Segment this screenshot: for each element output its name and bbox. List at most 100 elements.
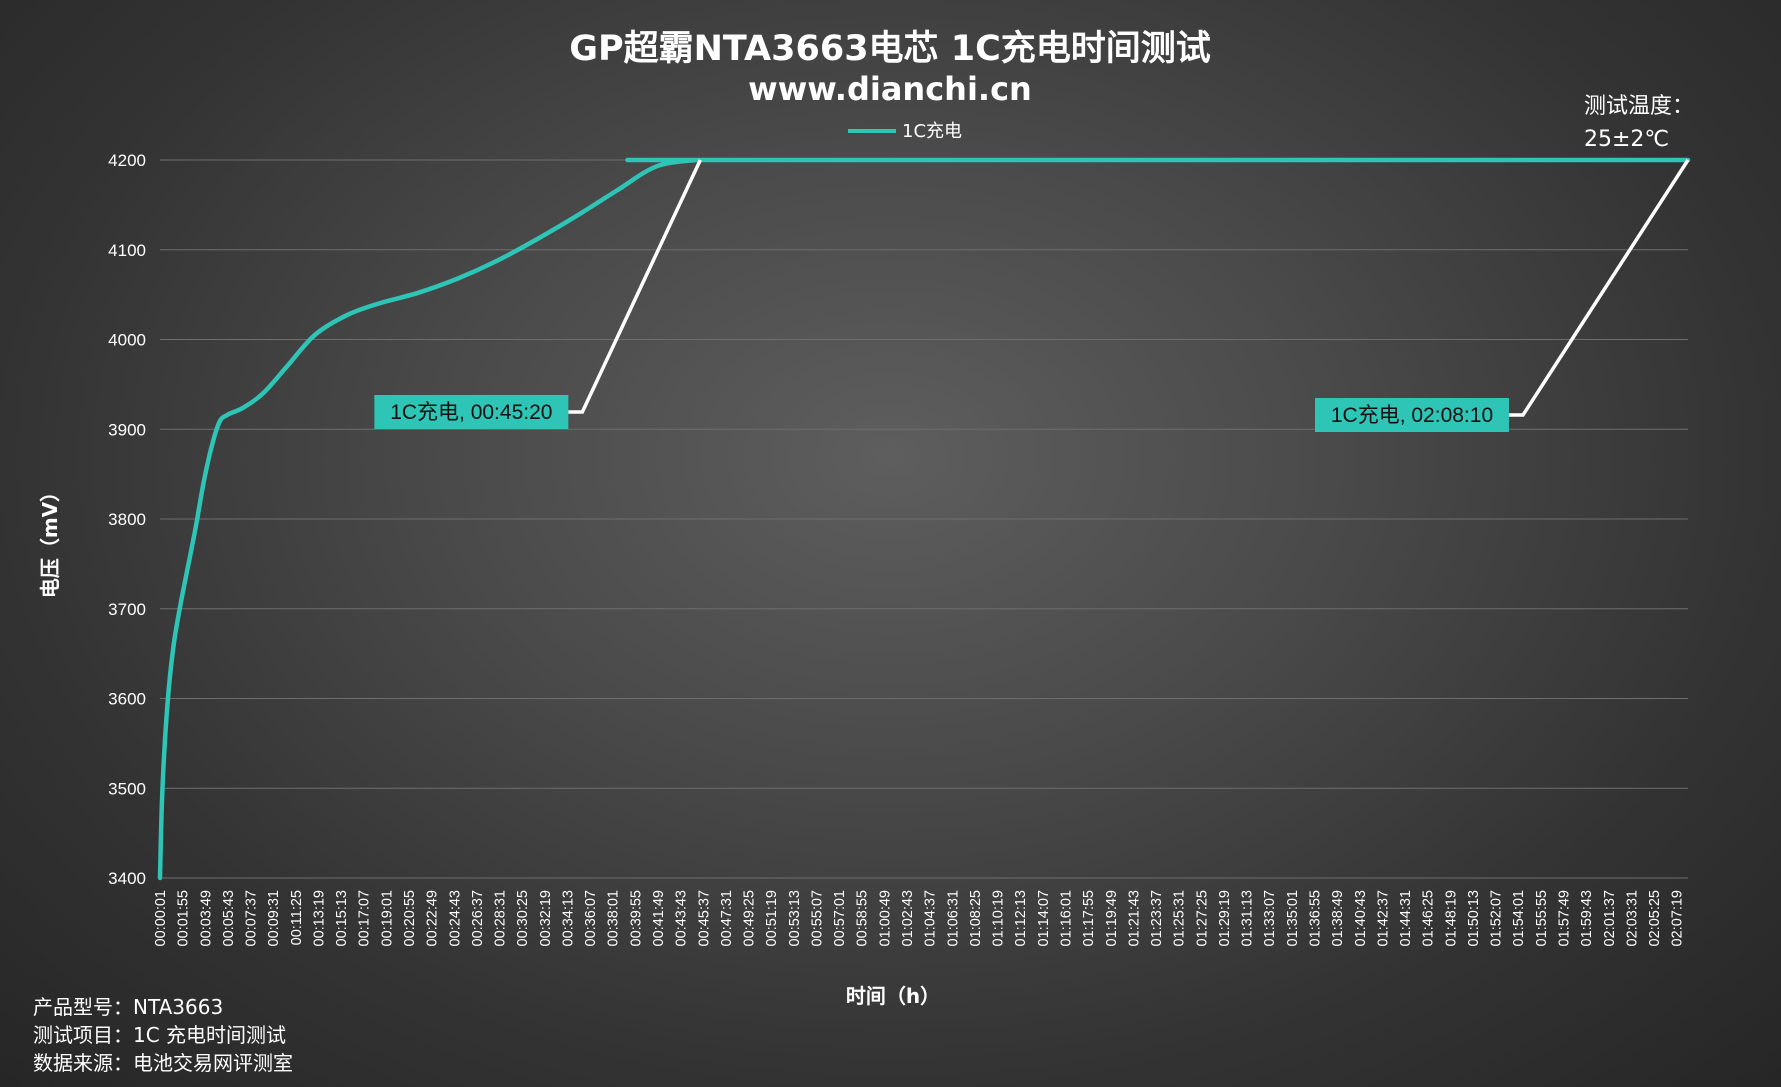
x-tick-label: 01:25:31 — [1172, 890, 1188, 946]
footer-model: 产品型号：NTA3663 — [33, 995, 223, 1019]
x-tick-label: 01:19:49 — [1104, 890, 1120, 946]
temperature-note-label: 测试温度： — [1584, 94, 1694, 119]
y-tick-label: 3400 — [108, 869, 146, 888]
x-tick-label: 00:15:13 — [334, 890, 350, 946]
x-tick-label: 00:00:01 — [153, 890, 169, 946]
temperature-note-value: 25±2℃ — [1584, 127, 1669, 152]
x-tick-label: 02:01:37 — [1602, 890, 1618, 946]
x-tick-label: 00:53:13 — [787, 890, 803, 946]
x-tick-label: 00:34:13 — [560, 890, 576, 946]
x-tick-label: 00:43:43 — [674, 890, 690, 946]
x-tick-label: 01:40:43 — [1353, 890, 1369, 946]
x-tick-label: 00:19:01 — [379, 890, 395, 946]
legend-label: 1C充电 — [902, 121, 962, 142]
x-tick-label: 02:05:25 — [1647, 890, 1663, 946]
x-axis-title: 时间（h） — [846, 984, 940, 1008]
x-tick-label: 01:59:43 — [1579, 890, 1595, 946]
y-tick-label: 4100 — [108, 241, 146, 260]
y-tick-label: 3500 — [108, 779, 146, 798]
legend: 1C充电 — [848, 121, 962, 142]
x-tick-label: 00:57:01 — [832, 890, 848, 946]
x-tick-label: 01:31:13 — [1240, 890, 1256, 946]
x-tick-label: 00:39:55 — [628, 890, 644, 946]
x-tick-label: 00:49:25 — [742, 890, 758, 946]
annotation-box — [374, 395, 569, 429]
footer-source: 数据来源：电池交易网评测室 — [33, 1051, 293, 1075]
y-tick-label: 3800 — [108, 510, 146, 529]
y-tick-label: 3700 — [108, 600, 146, 619]
x-tick-label: 00:55:07 — [809, 890, 825, 946]
x-axis-ticks: 00:00:01 00:01:55 00:03:49 00:05:43 00:07:37… — [153, 890, 1686, 946]
x-tick-label: 00:58:55 — [855, 890, 871, 946]
x-tick-label: 02:03:31 — [1624, 890, 1640, 946]
x-tick-label: 01:12:13 — [1013, 890, 1029, 946]
x-tick-label: 01:35:01 — [1285, 890, 1301, 946]
x-tick-label: 01:06:31 — [945, 890, 961, 946]
x-tick-label: 00:36:07 — [583, 890, 599, 946]
x-tick-label: 00:47:31 — [719, 890, 735, 946]
series-layer — [157, 157, 1691, 881]
x-tick-label: 01:10:19 — [991, 890, 1007, 946]
annotation-box — [1315, 398, 1509, 432]
x-tick-label: 01:27:25 — [1194, 890, 1210, 946]
x-tick-label: 01:44:31 — [1398, 890, 1414, 946]
x-tick-label: 01:16:01 — [1058, 890, 1074, 946]
x-tick-label: 00:20:55 — [402, 890, 418, 946]
x-tick-label: 01:46:25 — [1421, 890, 1437, 946]
x-tick-label: 00:07:37 — [244, 890, 260, 946]
annotation-label: 1C充电, 00:45:20 — [390, 401, 552, 424]
chart-subtitle: www.dianchi.cn — [748, 70, 1032, 108]
chart-title: GP超霸NTA3663电芯 1C充电时间测试 — [569, 29, 1211, 69]
x-tick-label: 00:01:55 — [176, 890, 192, 946]
x-tick-label: 01:38:49 — [1330, 890, 1346, 946]
x-tick-label: 00:03:49 — [198, 890, 214, 946]
x-tick-label: 00:09:31 — [266, 890, 282, 946]
annotation-label: 1C充电, 02:08:10 — [1331, 404, 1493, 427]
x-tick-label: 00:22:49 — [425, 890, 441, 946]
x-tick-label: 01:00:49 — [877, 890, 893, 946]
annotation-layer: 1C充电, 00:45:20 1C充电, 02:08:10 — [374, 159, 1690, 432]
x-tick-label: 01:04:37 — [923, 890, 939, 946]
x-tick-label: 02:07:19 — [1670, 890, 1686, 946]
x-tick-label: 01:57:49 — [1556, 890, 1572, 946]
x-tick-label: 01:17:55 — [1081, 890, 1097, 946]
x-tick-label: 01:50:13 — [1466, 890, 1482, 946]
x-tick-label: 01:42:37 — [1375, 890, 1391, 946]
y-axis-ticks: 3400 3500 3600 3700 3800 3900 4000 4100 4200 — [108, 151, 146, 888]
x-tick-label: 01:08:25 — [968, 890, 984, 946]
annotation-leader — [1509, 159, 1690, 417]
x-tick-label: 00:24:43 — [447, 890, 463, 946]
y-tick-label: 4000 — [108, 331, 146, 350]
x-tick-label: 01:02:43 — [900, 890, 916, 946]
x-tick-label: 00:41:49 — [651, 890, 667, 946]
x-tick-label: 01:23:37 — [1149, 890, 1165, 946]
x-tick-label: 01:29:19 — [1217, 890, 1233, 946]
x-tick-label: 00:28:31 — [493, 890, 509, 946]
x-tick-label: 01:33:07 — [1262, 890, 1278, 946]
x-tick-label: 01:54:01 — [1511, 890, 1527, 946]
x-tick-label: 00:30:25 — [515, 890, 531, 946]
x-tick-label: 00:26:37 — [470, 890, 486, 946]
x-tick-label: 00:32:19 — [538, 890, 554, 946]
y-tick-label: 4200 — [108, 151, 146, 170]
x-tick-label: 00:11:25 — [289, 890, 305, 945]
y-axis-title: 电压（mV） — [38, 482, 62, 598]
y-tick-label: 3600 — [108, 690, 146, 709]
y-tick-label: 3900 — [108, 420, 146, 439]
x-tick-label: 01:14:07 — [1036, 890, 1052, 946]
x-tick-label: 00:05:43 — [221, 890, 237, 946]
x-tick-label: 01:36:55 — [1307, 890, 1323, 946]
x-tick-label: 00:38:01 — [606, 890, 622, 946]
x-tick-label: 01:21:43 — [1126, 890, 1142, 946]
x-tick-label: 01:52:07 — [1489, 890, 1505, 946]
footer-test-item: 测试项目：1C 充电时间测试 — [33, 1023, 286, 1047]
x-tick-label: 00:17:07 — [357, 890, 373, 946]
x-tick-label: 01:48:19 — [1443, 890, 1459, 946]
grid — [160, 159, 1688, 879]
x-tick-label: 00:45:37 — [696, 890, 712, 946]
x-tick-label: 00:51:19 — [764, 890, 780, 946]
x-tick-label: 01:55:55 — [1534, 890, 1550, 946]
annotation-leader — [568, 159, 702, 414]
series-line — [157, 157, 1691, 881]
